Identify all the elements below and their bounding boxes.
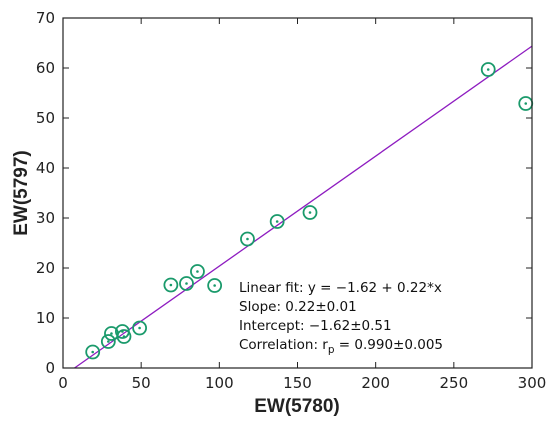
y-tick-label: 60: [36, 59, 55, 77]
data-point: [132, 320, 148, 336]
x-tick-label: 0: [58, 374, 68, 392]
y-tick-label: 50: [36, 109, 55, 127]
x-tick-label: 250: [440, 374, 469, 392]
annotation-intercept: Intercept: −1.62±0.51: [239, 318, 392, 334]
x-tick-label: 100: [205, 374, 234, 392]
annotation-correlation-subscript: p: [328, 344, 335, 356]
data-point: [85, 344, 101, 360]
y-tick-label: 10: [36, 309, 55, 327]
annotation-correlation-label: Correlation: r: [239, 337, 328, 353]
annotation-fit: Linear fit: y = −1.62 + 0.22*x: [239, 280, 442, 296]
data-point: [240, 231, 255, 247]
data-point: [163, 277, 179, 293]
data-point: [302, 205, 318, 220]
data-point: [269, 214, 285, 229]
data-point: [480, 62, 496, 77]
annotation-correlation: Correlation: rp = 0.990±0.005: [239, 337, 443, 356]
x-tick-label: 150: [283, 374, 312, 392]
annotation-correlation-value: = 0.990±0.005: [335, 337, 444, 353]
fit-annotation: Linear fit: y = −1.62 + 0.22*x Slope: 0.…: [239, 280, 443, 356]
fit-line: [74, 45, 533, 369]
data-point: [116, 329, 132, 344]
data-point: [190, 264, 205, 279]
y-tick-label: 70: [36, 9, 55, 27]
data-point: [207, 278, 223, 293]
y-tick-label: 30: [36, 209, 55, 227]
annotation-slope: Slope: 0.22±0.01: [239, 299, 357, 315]
data-point: [518, 96, 534, 111]
x-tick-label: 50: [132, 374, 151, 392]
y-tick-label: 40: [36, 159, 55, 177]
data-point: [179, 276, 194, 291]
y-tick-label: 20: [36, 259, 55, 277]
plot-frame: [62, 17, 533, 369]
x-axis-title: EW(5780): [254, 396, 340, 417]
y-axis-title: EW(5797): [11, 150, 32, 236]
data-point: [100, 334, 116, 349]
x-tick-label: 300: [518, 374, 547, 392]
x-tick-label: 200: [361, 374, 390, 392]
y-tick-label: 0: [45, 359, 55, 377]
